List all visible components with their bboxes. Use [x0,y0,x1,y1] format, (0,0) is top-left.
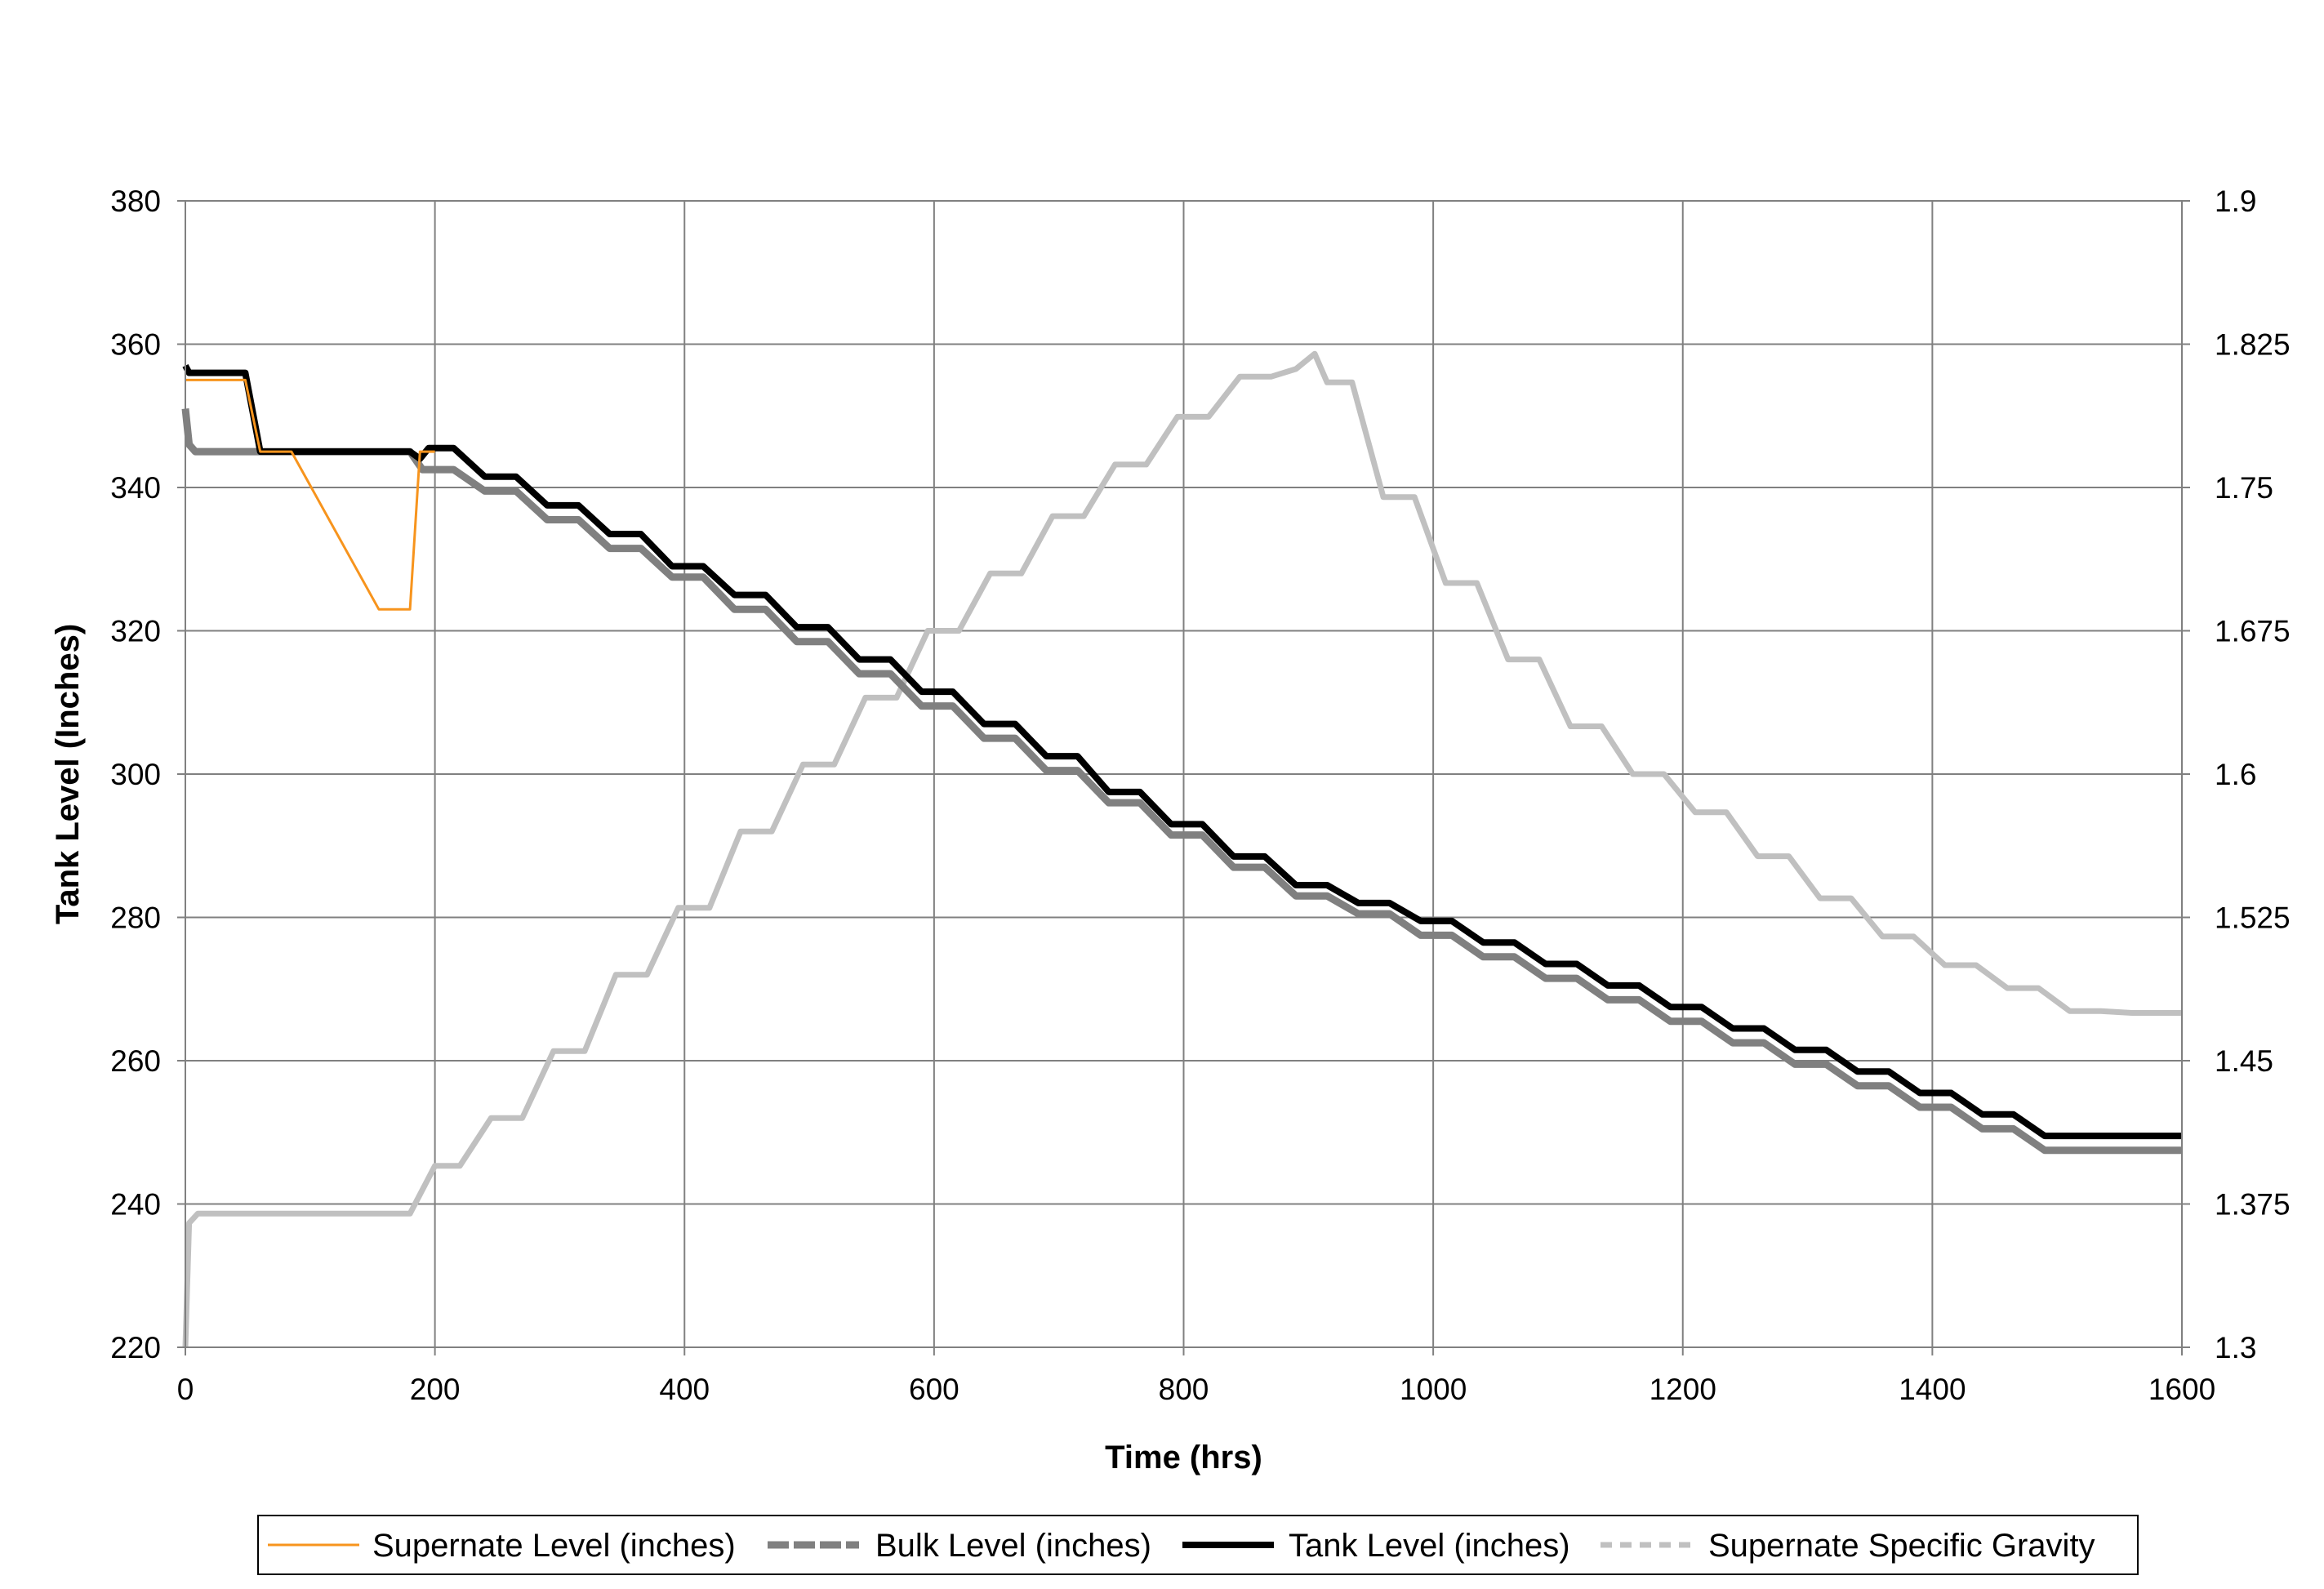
y2-tick-label: 1.9 [2215,185,2256,218]
y-tick-label: 320 [110,615,161,648]
x-axis-ticks: 0 200 400 600 800 1000 1200 1400 1600 [177,1347,2215,1406]
series-line-0 [185,378,435,611]
x-tick-label: 400 [659,1373,710,1406]
x-tick-label: 600 [909,1373,959,1406]
legend-label: Supernate Specific Gravity [1708,1528,2095,1564]
series-line-3 [182,350,2182,1348]
series-line-1 [181,408,2182,1155]
y-tick-label: 240 [110,1188,161,1222]
y-tick-label: 360 [110,328,161,362]
y2-tick-label: 1.6 [2215,758,2256,791]
legend-label: Supernate Level (inches) [372,1528,736,1564]
y-tick-label: 280 [110,901,161,935]
y-tick-label: 260 [110,1044,161,1078]
y-tick-label: 340 [110,471,161,505]
x-tick-label: 1000 [1400,1373,1467,1406]
legend: Supernate Level (inches) Bulk Level (inch… [257,1515,2139,1575]
y-axis-title: Tank Level (Inches) [50,624,86,924]
x-tick-label: 200 [410,1373,461,1406]
x-tick-label: 1400 [1899,1373,1966,1406]
y2-tick-label: 1.375 [2215,1188,2291,1222]
y2-tick-label: 1.525 [2215,901,2291,935]
y2-tick-label: 1.45 [2215,1044,2273,1078]
legend-label: Tank Level (inches) [1289,1528,1570,1564]
y-tick-label: 300 [110,758,161,791]
gridlines [185,201,2182,1347]
y-tick-label: 380 [110,185,161,218]
series-line-2 [182,363,2182,1140]
data-series [181,350,2182,1348]
x-tick-label: 1600 [2148,1373,2215,1406]
y2-axis-ticks: 1.3 1.375 1.45 1.525 1.6 1.675 1.75 1.825 1.9 [2182,185,2291,1364]
x-tick-label: 1200 [1650,1373,1716,1406]
y-axis-ticks: 220 240 260 280 300 320 340 360 380 [110,185,185,1364]
x-axis-title: Time (hrs) [1105,1440,1262,1476]
y-tick-label: 220 [110,1331,161,1364]
legend-label: Bulk Level (inches) [875,1528,1151,1564]
y2-tick-label: 1.825 [2215,328,2291,362]
x-tick-label: 800 [1159,1373,1209,1406]
y2-tick-label: 1.675 [2215,615,2291,648]
y2-tick-label: 1.75 [2215,471,2273,505]
y2-tick-label: 1.3 [2215,1331,2256,1364]
x-tick-label: 0 [177,1373,194,1406]
